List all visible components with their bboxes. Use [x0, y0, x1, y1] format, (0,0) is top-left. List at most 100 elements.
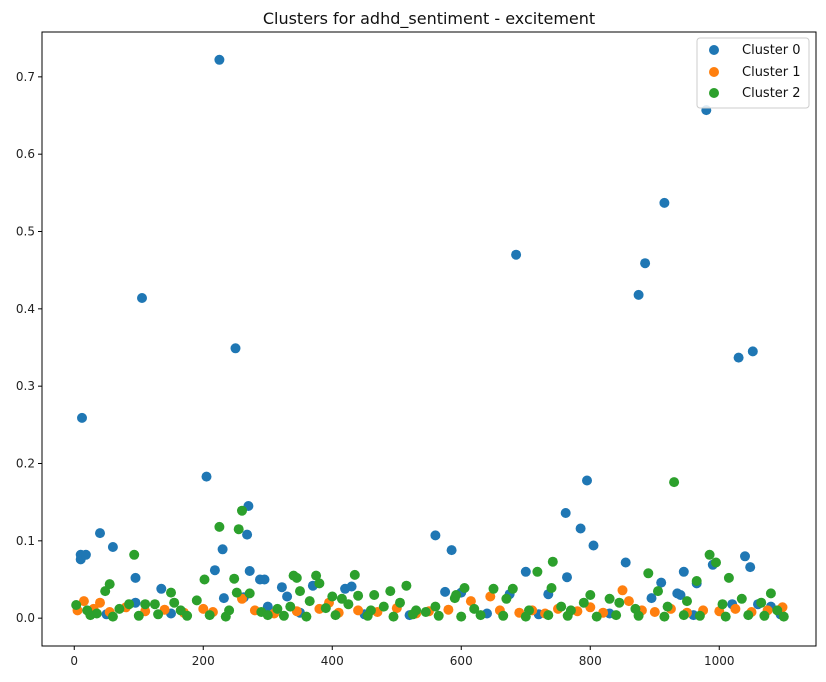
data-point	[578, 597, 589, 608]
legend-box	[696, 37, 810, 109]
data-point	[276, 582, 287, 593]
data-point	[218, 593, 229, 604]
data-point	[420, 607, 431, 617]
data-point	[723, 572, 734, 583]
x-tick-label: 200	[192, 654, 215, 668]
data-point	[129, 549, 140, 560]
data-point	[643, 568, 654, 579]
y-tick-label: 0.1	[16, 534, 35, 548]
data-point	[369, 590, 380, 600]
data-point	[498, 610, 509, 621]
data-point	[669, 477, 680, 488]
y-axis: 0.0 0.1 0.2 0.3 0.4 0.5 0.6 0.7	[16, 70, 42, 625]
data-point	[169, 597, 180, 608]
data-point	[682, 596, 692, 607]
data-point	[765, 588, 776, 599]
legend-label-cluster-1: Cluster 1	[742, 65, 801, 80]
data-point	[217, 544, 228, 555]
data-point	[204, 610, 215, 621]
data-point	[532, 566, 543, 577]
data-point	[611, 610, 622, 621]
data-point	[756, 597, 767, 608]
y-tick-label: 0.2	[16, 457, 35, 471]
data-point	[95, 528, 105, 539]
data-point	[433, 610, 444, 621]
data-point	[199, 574, 210, 585]
data-point	[562, 610, 573, 621]
data-point	[633, 610, 644, 621]
data-point	[209, 565, 220, 576]
y-tick-label: 0.6	[16, 147, 35, 161]
data-point	[588, 540, 599, 551]
legend-marker-cluster-0	[709, 45, 719, 55]
data-point	[678, 566, 689, 577]
data-point	[244, 566, 255, 576]
data-point	[546, 583, 557, 593]
data-point	[459, 583, 470, 593]
data-point	[242, 529, 253, 540]
data-point	[547, 556, 558, 567]
data-point	[353, 605, 364, 616]
data-point	[620, 557, 631, 568]
data-point	[230, 343, 241, 354]
data-point	[511, 249, 522, 260]
data-point	[623, 596, 634, 607]
data-point	[745, 562, 756, 573]
data-point	[759, 610, 770, 621]
data-point	[272, 603, 283, 614]
data-point	[646, 593, 657, 604]
data-point	[149, 599, 160, 610]
data-point	[395, 597, 405, 608]
data-point	[314, 578, 325, 589]
data-point	[691, 576, 702, 586]
data-point	[95, 597, 105, 608]
data-point	[220, 611, 231, 622]
data-point	[182, 610, 193, 621]
data-point	[501, 593, 512, 604]
x-tick-label: 600	[450, 654, 473, 668]
data-point	[301, 611, 312, 622]
data-point	[649, 607, 660, 617]
data-point	[198, 603, 209, 614]
data-point	[430, 530, 441, 541]
data-point	[353, 590, 364, 601]
data-point	[114, 603, 125, 614]
data-point	[262, 610, 273, 621]
data-point	[562, 572, 572, 583]
data-point	[617, 585, 628, 596]
data-point	[430, 601, 441, 612]
data-point	[153, 609, 164, 620]
data-point	[507, 583, 518, 594]
data-point	[772, 605, 783, 616]
data-point	[71, 600, 82, 610]
data-point	[295, 586, 305, 597]
data-point	[327, 591, 338, 602]
x-axis: 0 200 400 600 800 1000	[70, 646, 735, 668]
data-point	[443, 604, 454, 615]
data-point	[378, 601, 389, 612]
y-tick-label: 0.5	[16, 225, 35, 239]
data-point	[720, 611, 731, 622]
data-point	[711, 557, 721, 568]
series-cluster-2	[71, 477, 789, 622]
data-point	[778, 611, 789, 622]
legend-marker-cluster-2	[709, 88, 719, 98]
data-point	[229, 573, 240, 584]
data-point	[278, 610, 289, 621]
x-tick-label: 1000	[704, 654, 735, 668]
data-point	[485, 591, 496, 602]
data-point	[214, 54, 225, 65]
data-point	[85, 610, 96, 621]
legend: Cluster 0 Cluster 1 Cluster 2	[696, 37, 810, 109]
data-point	[469, 603, 480, 614]
data-point	[704, 549, 715, 560]
data-point	[330, 610, 341, 621]
data-point	[736, 593, 747, 604]
data-point	[694, 610, 705, 621]
data-point	[488, 583, 499, 594]
data-point	[730, 603, 741, 614]
data-point	[678, 610, 689, 621]
data-point	[659, 197, 670, 208]
data-point	[456, 611, 467, 622]
